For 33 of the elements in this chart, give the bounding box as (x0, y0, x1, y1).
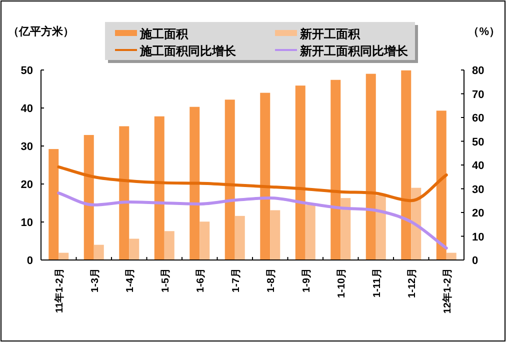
y2-tick-label: 50 (472, 136, 484, 148)
x-tick-label: 1-6月 (196, 268, 207, 292)
x-tick-label: 1-10月 (336, 268, 348, 298)
y2-tick-label: 70 (472, 88, 484, 101)
x-tick-label: 11年1-2月 (54, 268, 66, 314)
y2-tick-label: 80 (472, 65, 484, 77)
y2-tick-label: 10 (472, 231, 484, 244)
x-tick-label: 1-3月 (90, 268, 101, 292)
x-tick-label: 1-8月 (266, 268, 278, 292)
y2-tick-label: 30 (472, 184, 484, 196)
y2-tick-label: 60 (472, 112, 484, 124)
y-tick-label: 40 (20, 103, 33, 115)
y2-tick-label: 40 (472, 160, 484, 172)
y-tick-label: 30 (20, 141, 33, 153)
x-tick-label: 1-12月 (407, 268, 418, 298)
y2-tick-label: 20 (472, 208, 484, 220)
y-tick-label: 10 (20, 217, 33, 229)
x-tick-label: 12年1-2月 (441, 268, 454, 314)
x-tick-label: 1-5月 (160, 268, 172, 292)
legend-label: 施工面积 (139, 27, 189, 41)
y-tick-label: 50 (20, 65, 33, 77)
y-axis-title: （亿平方米） (8, 25, 74, 38)
legend-label: 施工面积同比增长 (139, 44, 237, 58)
x-tick-label: 1-11月 (372, 268, 383, 298)
y2-axis-title: （%） (468, 26, 500, 38)
legend-label: 新开工面积 (299, 27, 361, 41)
y2-tick-label: 0 (472, 255, 478, 267)
legend-label: 新开工面积同比增长 (299, 44, 409, 58)
x-tick-label: 1-4月 (125, 268, 136, 292)
y-tick-label: 20 (20, 179, 33, 191)
x-tick-label: 1-9月 (301, 268, 312, 292)
x-tick-label: 1-7月 (230, 268, 242, 292)
y-tick-label: 0 (26, 255, 33, 267)
